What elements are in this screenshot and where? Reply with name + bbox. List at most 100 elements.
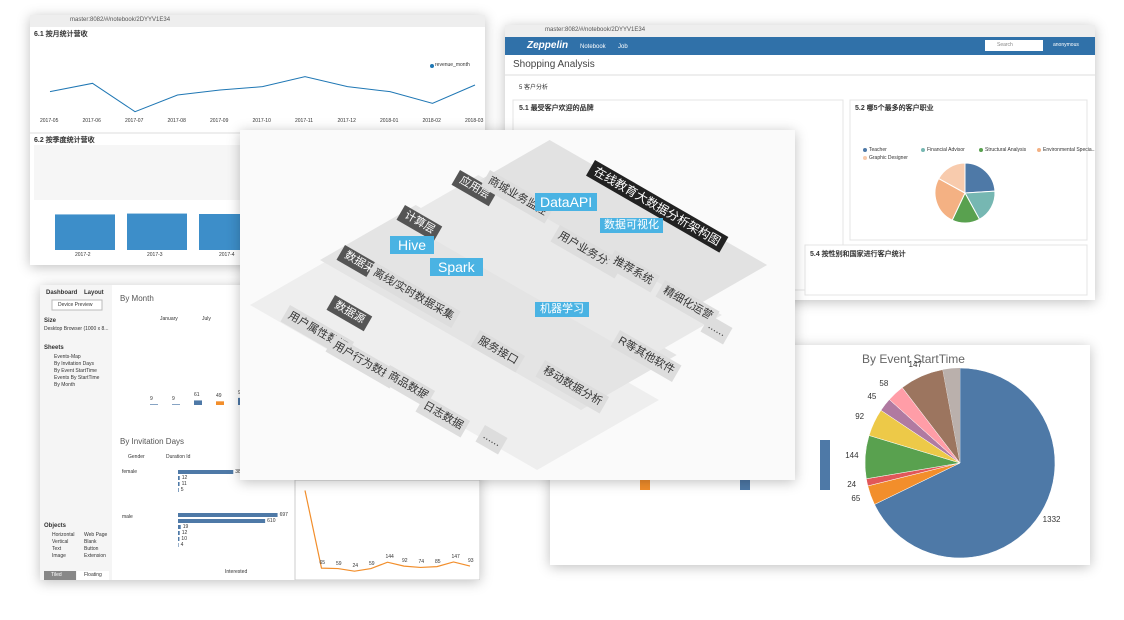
menu-item: Job — [618, 44, 628, 50]
value-label: 9 — [172, 396, 175, 403]
browser-bar — [505, 25, 1095, 37]
column-header: Duration Id — [166, 454, 191, 460]
app: 数据可视化 — [600, 218, 663, 233]
chart-title: By Invitation Days — [120, 437, 185, 446]
device-button — [51, 299, 103, 311]
section: 5 客户分析 — [519, 85, 549, 91]
graphics — [640, 367, 1056, 559]
value-label: 85 — [435, 558, 441, 565]
value-label: 144 — [845, 451, 859, 461]
chart-title: By Month — [120, 294, 154, 303]
value-label: 65 — [319, 560, 326, 567]
object: Extension — [84, 553, 106, 559]
bar — [178, 476, 180, 480]
architecture-diagram: 在线教育大数据分析架构图 数据源 数据采集 计算层 应用层 用户属性数据 用户行为数据 商品数… — [240, 130, 795, 480]
value-label: 10 — [181, 536, 187, 542]
button: Device Preview — [58, 302, 93, 308]
x-tick-label: 2017-2 — [75, 252, 91, 258]
column-header: January — [160, 316, 178, 322]
x-tick-label: 2017-06 — [82, 118, 101, 124]
mode — [77, 571, 109, 580]
sheet: Events By StartTime — [54, 375, 100, 381]
legend-dot — [979, 148, 983, 152]
chart-title: By Event StartTime — [862, 352, 965, 366]
revenue-line — [49, 76, 476, 113]
tab: Dashboard — [46, 290, 78, 296]
value-label: 65 — [851, 494, 861, 504]
value-label: 697 — [279, 512, 288, 518]
value-label: 45 — [867, 392, 877, 402]
value-label: 58 — [879, 379, 889, 389]
bar — [216, 401, 224, 405]
legend-dot — [1037, 148, 1041, 152]
user: anonymous — [1053, 42, 1079, 48]
navbar — [505, 37, 1095, 55]
bar — [178, 488, 179, 492]
value-label: 12 — [181, 475, 188, 481]
bar — [178, 525, 181, 529]
x-tick-label: 2018-03 — [465, 118, 484, 124]
label: revenue_month — [435, 62, 470, 68]
object: Image — [52, 553, 66, 559]
x-tick-label: 2017-05 — [40, 118, 59, 124]
legend-label: Graphic Designer — [869, 155, 908, 161]
x-tick-label: 2017-11 — [295, 118, 313, 124]
label: 5.2 哪5个最多的客户职业 — [855, 105, 934, 112]
pie-slice — [901, 369, 961, 464]
bar — [178, 537, 180, 541]
value-label: 11 — [181, 481, 187, 487]
label: Objects — [44, 523, 67, 529]
label: 5.4 按性别和国家进行客户统计 — [810, 251, 906, 258]
pie-slice — [874, 367, 1056, 559]
search: Search — [997, 42, 1013, 48]
sheet: By Event StartTime — [54, 368, 97, 374]
x-tick-label: 2017-4 — [219, 252, 235, 258]
compute: 机器学习 — [535, 302, 589, 317]
value-label: 92 — [402, 558, 408, 565]
sheet: By Month — [54, 382, 76, 388]
value-label: 59 — [336, 560, 342, 567]
value-label: 92 — [855, 412, 865, 422]
legend-dot — [863, 156, 867, 160]
value-label: 5 — [180, 487, 184, 493]
value-label: 93 — [468, 558, 474, 565]
value-label: 24 — [352, 563, 359, 570]
brand: Zeppelin — [527, 40, 569, 51]
label: 5.1 最受客户欢迎的品牌 — [519, 105, 594, 112]
sheet: By Invitation Days — [54, 361, 95, 367]
legend-label: Financial Advisor — [927, 147, 965, 153]
mode — [44, 571, 76, 580]
compute: Spark — [430, 258, 483, 276]
bar — [172, 404, 180, 405]
slab — [250, 235, 659, 470]
label: 6.2 按季度统计营收 — [34, 137, 95, 144]
x-tick-label: 2017-07 — [125, 118, 144, 124]
legend-label: Structural Analysis — [985, 147, 1027, 153]
object: Vertical — [52, 539, 69, 545]
value-label: 4 — [180, 542, 184, 548]
bar — [55, 214, 115, 250]
label: Desktop Browser (1000 x 8... — [44, 326, 109, 332]
bar — [194, 400, 202, 405]
object: Button — [84, 546, 99, 552]
value-label: 387 — [235, 470, 243, 475]
legend-label: Environmental Specia... — [1043, 147, 1095, 153]
column-header: Gender — [128, 454, 145, 460]
slab — [320, 205, 677, 410]
bar — [178, 531, 180, 535]
legend-dot — [863, 148, 867, 152]
sheet: Events-Map — [54, 354, 81, 360]
value-label: 147 — [908, 360, 922, 370]
value-label: 74 — [418, 559, 425, 566]
value-label: 59 — [369, 560, 375, 567]
value-label: 12 — [181, 530, 188, 536]
x-tick-label: 2017-3 — [147, 252, 163, 258]
x-tick-label: 2017-08 — [167, 118, 186, 124]
object: Horizontal — [52, 532, 75, 538]
label: master:8082/#/notebook/2DYYV1E34 — [70, 17, 171, 23]
para3 — [804, 244, 1088, 296]
graphics — [40, 285, 480, 580]
graphics — [250, 140, 768, 470]
legend-dot — [921, 148, 925, 152]
